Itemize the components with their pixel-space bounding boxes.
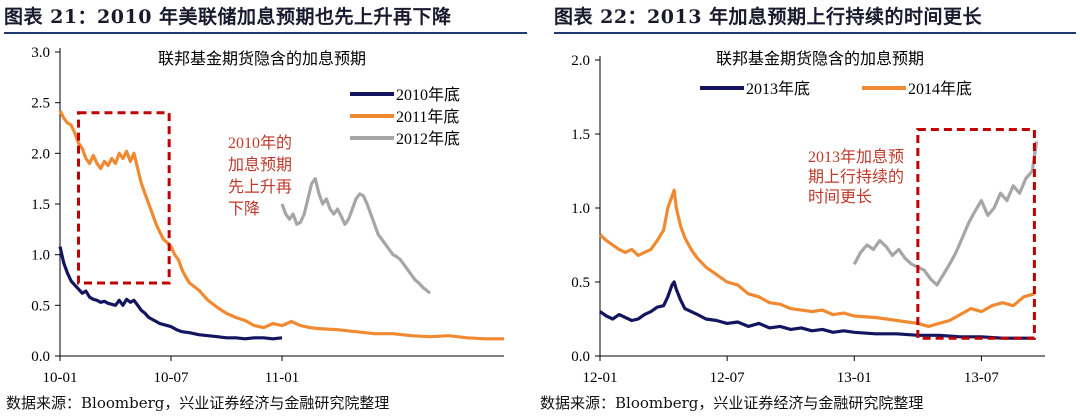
legend-label: 2012年底	[396, 130, 460, 148]
title-rule-right	[554, 32, 1076, 34]
annotation-line: 2013年加息预	[808, 148, 904, 166]
series-line-0	[58, 246, 283, 341]
legend-label: 2010年底	[396, 86, 460, 104]
annotation-line: 先上升再	[228, 178, 292, 196]
series-line-1	[598, 188, 1035, 328]
y-tick-label: 2.0	[571, 53, 590, 69]
x-tick-label: 11-01	[265, 370, 299, 386]
y-tick-label: 2.5	[31, 96, 50, 112]
x-tick-label: 10-07	[154, 370, 189, 386]
y-tick-label: 1.0	[571, 201, 590, 217]
x-tick-label: 13-07	[964, 370, 999, 386]
x-tick-label: 12-07	[710, 370, 745, 386]
y-tick-label: 1.0	[31, 248, 50, 264]
chart-fed-2013: 0.0 0.5 1.0 1.5 2.0 12-01 12-07 13-01 13-07 联邦基金期…	[571, 50, 1045, 386]
x-tick-label: 10-01	[43, 370, 78, 386]
series-line-2	[852, 141, 1039, 287]
y-tick-label: 3.0	[31, 45, 50, 61]
series-line-2	[280, 177, 432, 295]
chart-fed-2010: 0.0 0.5 1.0 1.5 2.0 2.5 3.0 10-01 10-07 11-01 联邦基金…	[31, 45, 504, 386]
legend-label: 2013年底	[746, 80, 810, 98]
y-tick-label: 1.5	[571, 127, 590, 143]
chart-title: 联邦基金期货隐含的加息预期	[716, 50, 924, 68]
source-note-right: 数据来源：Bloomberg，兴业证券经济与金融研究院整理	[540, 394, 924, 412]
legend-label: 2014年底	[908, 80, 972, 98]
figure-title-right: 图表 22：2013 年加息预期上行持续的时间更长	[554, 6, 983, 28]
source-note-left: 数据来源：Bloomberg，兴业证券经济与金融研究院整理	[6, 394, 390, 412]
legend-label: 2011年底	[396, 108, 459, 126]
title-rule-left	[4, 32, 527, 34]
annotation-line: 加息预期	[228, 156, 292, 174]
x-tick-label: 13-01	[837, 370, 872, 386]
annotation-line: 2010年的	[228, 134, 292, 152]
annotation-line: 期上行持续的	[808, 168, 904, 186]
y-tick-label: 0.5	[31, 298, 50, 314]
y-tick-label: 1.5	[31, 197, 50, 213]
highlight-box	[916, 128, 1036, 340]
highlight-box	[77, 111, 171, 285]
annotation-line: 下降	[228, 200, 260, 218]
chart-title: 联邦基金期货隐含的加息预期	[158, 50, 366, 68]
x-tick-label: 12-01	[583, 370, 618, 386]
y-tick-label: 2.0	[31, 146, 50, 162]
figure-title-left: 图表 21：2010 年美联储加息预期也先上升再下降	[4, 6, 452, 28]
y-tick-label: 0.0	[31, 349, 50, 365]
y-tick-label: 0.5	[571, 275, 590, 291]
y-tick-label: 0.0	[571, 349, 590, 365]
series-line-0	[599, 280, 1035, 340]
annotation-line: 时间更长	[808, 188, 872, 206]
